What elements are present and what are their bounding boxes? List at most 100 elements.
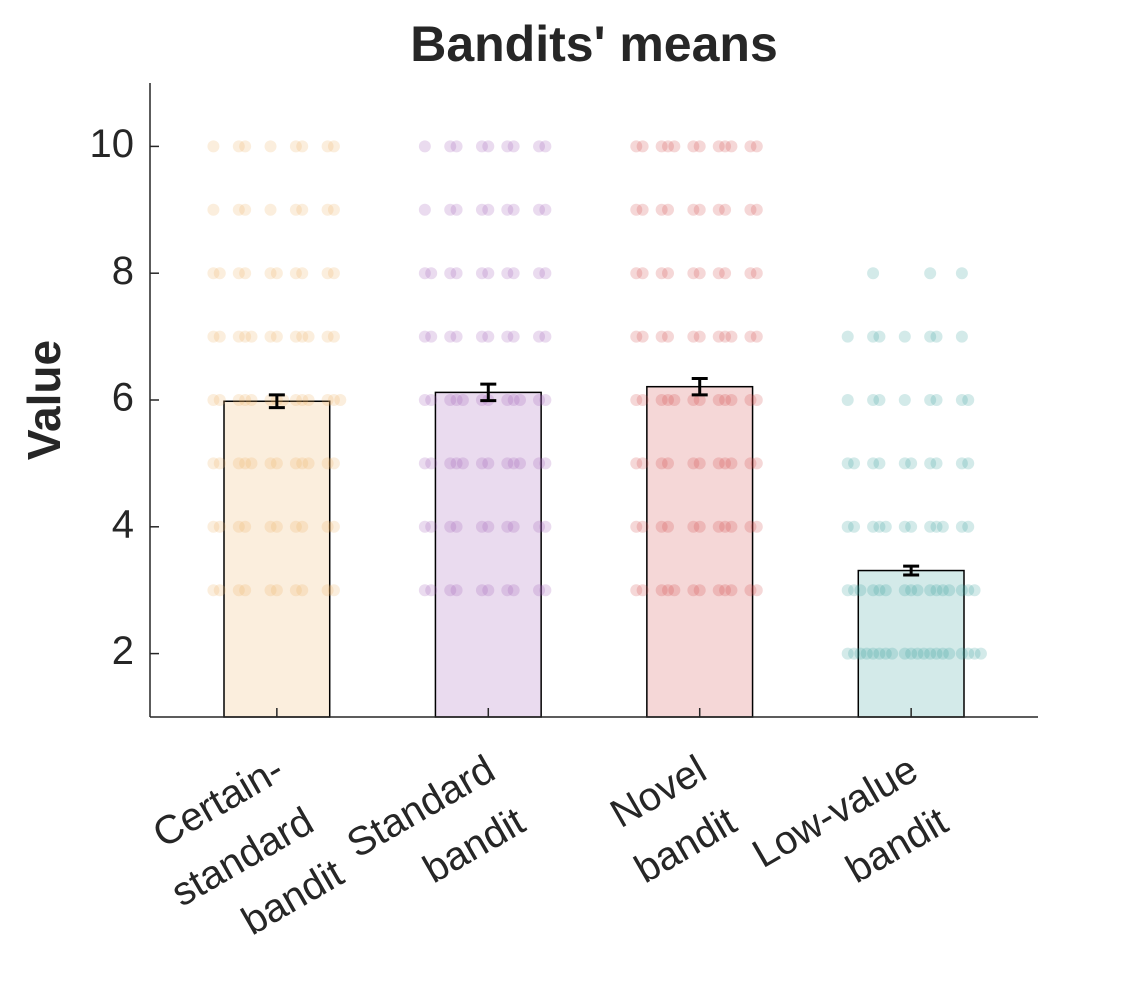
- data-point: [687, 330, 700, 343]
- data-point: [264, 140, 277, 153]
- data-point: [239, 457, 252, 470]
- data-point: [296, 457, 309, 470]
- data-point: [232, 330, 245, 343]
- data-point: [917, 647, 930, 660]
- data-point: [687, 520, 700, 533]
- data-point: [533, 330, 546, 343]
- data-point: [750, 520, 763, 533]
- data-point: [719, 203, 732, 216]
- data-point: [867, 267, 880, 280]
- data-point: [693, 330, 706, 343]
- y-tick-label: 4: [112, 502, 134, 546]
- data-point: [630, 394, 643, 406]
- data-point: [725, 394, 738, 406]
- error-bar: [268, 393, 285, 410]
- data-point: [418, 584, 431, 597]
- data-point: [712, 394, 725, 406]
- bar: [646, 385, 754, 718]
- data-point: [930, 520, 943, 533]
- data-point: [321, 203, 334, 216]
- data-point: [533, 520, 546, 533]
- data-point: [425, 394, 438, 406]
- data-point: [425, 330, 438, 343]
- data-point: [630, 584, 643, 597]
- data-point: [955, 584, 968, 597]
- data-point: [841, 394, 854, 406]
- data-point: [207, 140, 220, 153]
- data-point: [725, 457, 738, 470]
- data-point: [321, 267, 334, 280]
- data-point: [327, 140, 340, 153]
- data-point: [655, 520, 668, 533]
- data-point: [655, 140, 668, 153]
- data-point: [507, 140, 520, 153]
- data-point: [482, 520, 495, 533]
- data-point: [321, 330, 334, 343]
- data-point: [662, 140, 674, 153]
- data-point: [848, 520, 861, 533]
- data-point: [327, 203, 340, 216]
- data-point: [539, 520, 552, 533]
- data-point: [687, 267, 700, 280]
- data-point: [264, 584, 277, 597]
- data-point: [886, 647, 899, 660]
- data-point: [444, 267, 457, 280]
- data-point: [725, 330, 738, 343]
- data-point: [475, 203, 488, 216]
- data-point: [264, 457, 277, 470]
- data-point: [962, 457, 975, 470]
- data-point: [289, 394, 302, 406]
- data-point: [744, 203, 757, 216]
- data-point: [630, 267, 643, 280]
- x-tick-label: Certain-standardbandit: [134, 747, 351, 967]
- data-point: [636, 394, 649, 406]
- data-point: [955, 520, 968, 533]
- x-tick-label: Low-valuebandit: [745, 747, 955, 928]
- data-point: [841, 647, 854, 660]
- data-point: [296, 140, 309, 153]
- data-point: [712, 457, 725, 470]
- data-point: [719, 140, 732, 153]
- data-point: [533, 140, 546, 153]
- data-point: [719, 520, 732, 533]
- data-point: [321, 457, 334, 470]
- data-point: [507, 520, 520, 533]
- y-tick-label: 6: [112, 376, 134, 420]
- data-point: [911, 647, 924, 660]
- data-point: [655, 394, 668, 406]
- data-point: [456, 457, 469, 470]
- data-point: [425, 457, 438, 470]
- data-point: [327, 457, 340, 470]
- data-point: [289, 203, 302, 216]
- data-point: [507, 457, 520, 470]
- data-point: [924, 584, 937, 597]
- data-point: [968, 584, 981, 597]
- data-point: [744, 520, 757, 533]
- x-tick-label: Standardbandit: [339, 747, 532, 918]
- data-point: [533, 457, 546, 470]
- data-point: [444, 520, 457, 533]
- data-point: [873, 584, 886, 597]
- data-point: [693, 140, 706, 153]
- data-point: [539, 330, 552, 343]
- data-point: [456, 394, 469, 406]
- data-point: [533, 394, 546, 406]
- data-point: [213, 267, 226, 280]
- data-point: [636, 584, 649, 597]
- data-point: [245, 394, 258, 406]
- data-point: [712, 203, 725, 216]
- data-point: [327, 520, 340, 533]
- data-point: [475, 457, 488, 470]
- data-point: [270, 267, 283, 280]
- data-point: [924, 330, 937, 343]
- data-point: [289, 267, 302, 280]
- data-point: [924, 647, 937, 660]
- data-point: [744, 330, 757, 343]
- data-point: [968, 647, 981, 660]
- data-point: [533, 584, 546, 597]
- data-point: [289, 330, 302, 343]
- data-point: [270, 520, 283, 533]
- data-point: [239, 584, 252, 597]
- data-point: [418, 520, 431, 533]
- data-point: [930, 330, 943, 343]
